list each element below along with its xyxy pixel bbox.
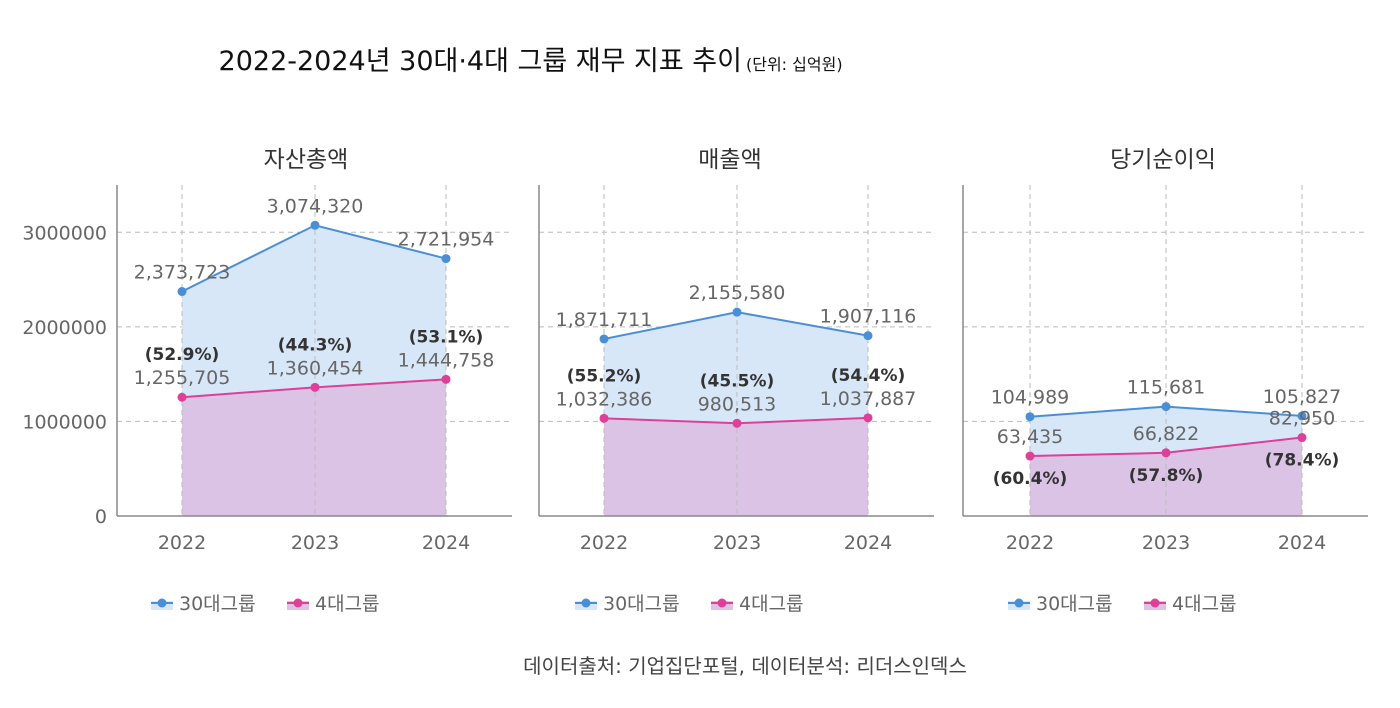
panel-title: 당기순이익 bbox=[1110, 147, 1216, 173]
value-label-4: 1,255,705 bbox=[134, 367, 231, 389]
share-label: (60.4%) bbox=[993, 469, 1068, 489]
value-label-30: 105,827 bbox=[1263, 386, 1342, 408]
x-tick-label: 2023 bbox=[291, 532, 339, 554]
share-label: (53.1%) bbox=[409, 327, 484, 347]
value-label-30: 104,989 bbox=[991, 387, 1070, 409]
value-label-30: 2,721,954 bbox=[398, 229, 495, 251]
value-label-4: 63,435 bbox=[997, 426, 1063, 448]
y-tick-label: 2000000 bbox=[22, 317, 107, 339]
point-4 bbox=[599, 413, 609, 423]
panel-title: 자산총액 bbox=[264, 147, 349, 173]
point-30 bbox=[732, 307, 742, 317]
x-tick-label: 2023 bbox=[1142, 532, 1190, 554]
value-label-4: 82,950 bbox=[1269, 408, 1335, 430]
point-4 bbox=[1025, 451, 1035, 461]
value-label-4: 1,360,454 bbox=[267, 357, 364, 379]
legend-label: 30대그룹 bbox=[603, 593, 680, 615]
point-30 bbox=[1297, 411, 1307, 421]
legend-label: 4대그룹 bbox=[1172, 593, 1237, 615]
panel-title: 매출액 bbox=[698, 147, 761, 173]
legend-marker bbox=[157, 598, 167, 608]
value-label-4: 66,822 bbox=[1133, 423, 1199, 445]
value-label-30: 2,373,723 bbox=[134, 262, 231, 284]
legend-marker bbox=[1150, 598, 1160, 608]
y-tick-label: 1000000 bbox=[22, 411, 107, 433]
legend-label: 30대그룹 bbox=[1036, 593, 1113, 615]
x-tick-label: 2024 bbox=[1278, 532, 1326, 554]
chart-unit: (단위: 십억원) bbox=[746, 55, 843, 74]
panel-2: 매출액 2022 2023 2024 1,871,711 2,155,580 1,907,1… bbox=[538, 147, 934, 615]
area-4 bbox=[182, 379, 446, 516]
share-label: (44.3%) bbox=[278, 335, 353, 355]
chart-title: 2022-2024년 30대·4대 그룹 재무 지표 추이 bbox=[219, 46, 742, 77]
point-4 bbox=[441, 374, 451, 384]
point-4 bbox=[863, 413, 873, 423]
source-note: 데이터출처: 기업집단포털, 데이터분석: 리더스인덱스 bbox=[523, 654, 967, 678]
legend-marker bbox=[1014, 598, 1024, 608]
legend-marker bbox=[581, 598, 591, 608]
panel-1: 자산총액 0 1000000 2000000 3000000 2022 2023 2024 2,… bbox=[22, 147, 512, 615]
legend-label: 4대그룹 bbox=[739, 593, 804, 615]
value-label-30: 1,871,711 bbox=[556, 309, 653, 331]
share-label: (45.5%) bbox=[700, 371, 775, 391]
value-label-4: 1,032,386 bbox=[556, 388, 653, 410]
value-label-30: 2,155,580 bbox=[689, 282, 786, 304]
panels: 자산총액 0 1000000 2000000 3000000 2022 2023 2024 2,… bbox=[22, 147, 1368, 615]
share-label: (54.4%) bbox=[831, 366, 906, 386]
value-label-30: 115,681 bbox=[1127, 377, 1206, 399]
point-30 bbox=[1025, 412, 1035, 422]
y-tick-label: 3000000 bbox=[22, 222, 107, 244]
legend-marker bbox=[717, 598, 727, 608]
point-30 bbox=[1161, 402, 1171, 412]
value-label-4: 980,513 bbox=[698, 393, 777, 415]
value-label-30: 3,074,320 bbox=[267, 195, 364, 217]
value-label-4: 1,444,758 bbox=[398, 349, 495, 371]
x-tick-label: 2022 bbox=[580, 532, 628, 554]
panel-3: 당기순이익 2022 2023 2024 104,989 115,681 105,827 63… bbox=[962, 147, 1368, 615]
point-30 bbox=[310, 220, 320, 230]
x-tick-label: 2024 bbox=[422, 532, 470, 554]
legend: 30대그룹 4대그룹 bbox=[1008, 593, 1237, 615]
x-tick-label: 2023 bbox=[713, 532, 761, 554]
x-tick-label: 2024 bbox=[844, 532, 892, 554]
value-label-4: 1,037,887 bbox=[820, 388, 917, 410]
point-30 bbox=[599, 334, 609, 344]
legend-label: 30대그룹 bbox=[179, 593, 256, 615]
point-4 bbox=[310, 382, 320, 392]
point-30 bbox=[863, 331, 873, 341]
point-4 bbox=[177, 392, 187, 402]
point-30 bbox=[177, 287, 187, 297]
point-4 bbox=[1297, 433, 1307, 443]
legend-marker bbox=[293, 598, 303, 608]
y-tick-label: 0 bbox=[95, 506, 107, 528]
share-label: (55.2%) bbox=[567, 366, 642, 386]
share-label: (57.8%) bbox=[1129, 466, 1204, 486]
area-4 bbox=[604, 417, 868, 516]
x-tick-label: 2022 bbox=[158, 532, 206, 554]
point-4 bbox=[732, 418, 742, 428]
x-tick-label: 2022 bbox=[1006, 532, 1054, 554]
point-4 bbox=[1161, 448, 1171, 458]
legend: 30대그룹 4대그룹 bbox=[151, 593, 380, 615]
point-30 bbox=[441, 254, 451, 264]
share-label: (78.4%) bbox=[1265, 451, 1340, 471]
legend: 30대그룹 4대그룹 bbox=[575, 593, 804, 615]
share-label: (52.9%) bbox=[145, 345, 220, 365]
legend-label: 4대그룹 bbox=[315, 593, 380, 615]
value-label-30: 1,907,116 bbox=[820, 306, 917, 328]
